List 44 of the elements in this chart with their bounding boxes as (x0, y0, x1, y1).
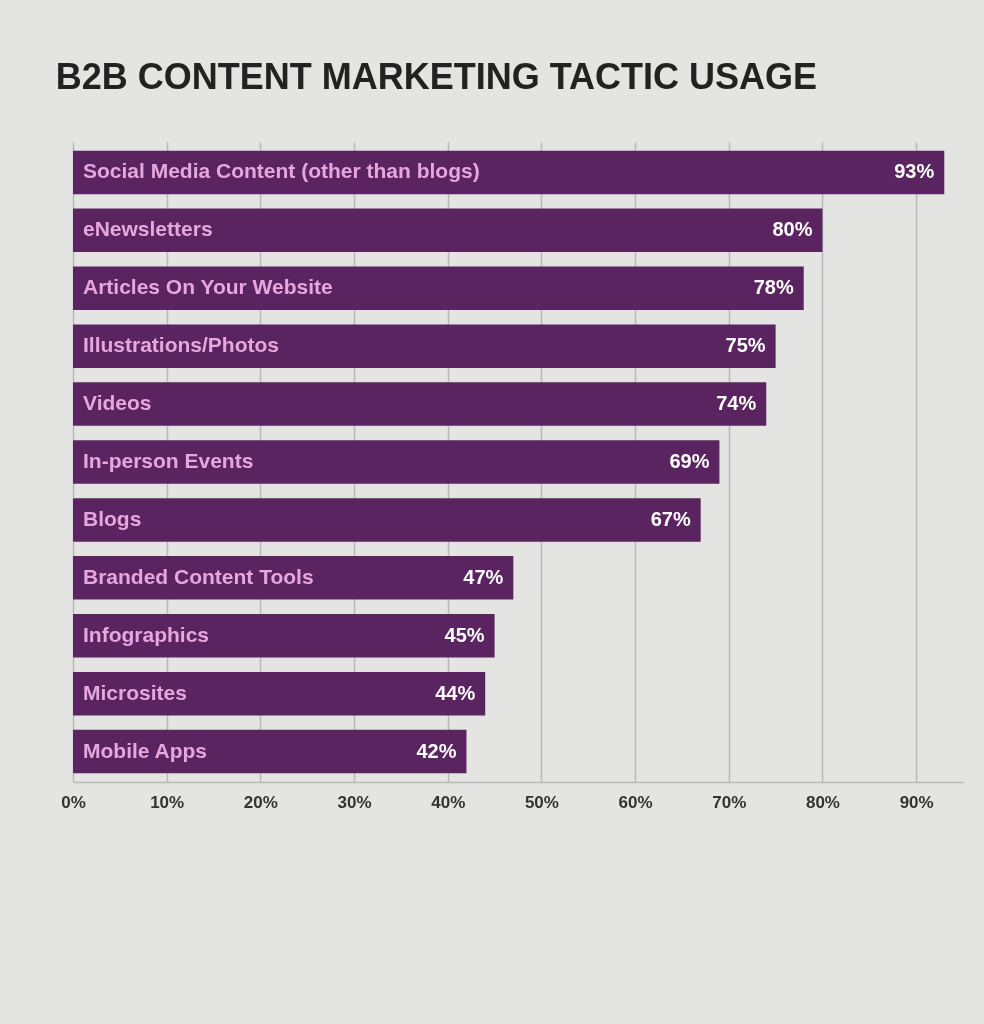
x-tick-label: 40% (431, 792, 466, 812)
data-label: 75% (725, 334, 766, 357)
data-label: 93% (894, 160, 935, 183)
x-tick-label: 80% (805, 792, 840, 812)
x-tick-label: 70% (712, 792, 747, 812)
data-label: 78% (753, 276, 794, 299)
bar (73, 556, 514, 600)
y-tick-label: Videos (83, 391, 152, 415)
y-tick-label: In-person Events (83, 449, 254, 472)
y-tick-label: Branded Content Tools (83, 564, 314, 588)
data-label: 74% (716, 392, 757, 415)
bar (73, 266, 804, 310)
data-label: 42% (416, 739, 457, 762)
data-label: 69% (669, 450, 710, 472)
x-tick-label: 50% (524, 792, 559, 812)
y-tick-label: eNewsletters (83, 217, 213, 241)
y-tick-label: Illustrations/Photos (83, 333, 280, 357)
x-tick-label: 10% (150, 792, 185, 812)
bar (73, 729, 467, 774)
bar (73, 324, 776, 368)
data-label: 47% (463, 565, 504, 588)
bar (73, 498, 701, 542)
bar (73, 671, 486, 716)
x-tick-label: 20% (243, 792, 278, 812)
x-tick-label: 60% (618, 792, 653, 812)
y-tick-label: Social Media Content (other than blogs) (83, 159, 480, 183)
x-tick-label: 30% (337, 792, 372, 812)
data-label: 67% (650, 507, 691, 530)
bar (73, 208, 823, 253)
y-tick-label: Microsites (83, 680, 187, 704)
data-label: 44% (435, 681, 476, 704)
y-tick-label: Infographics (83, 622, 210, 646)
bar (73, 614, 495, 658)
y-tick-label: Mobile Apps (83, 738, 208, 762)
bar (73, 382, 767, 426)
data-label: 45% (444, 623, 485, 646)
bar (73, 150, 945, 195)
y-tick-label: Blogs (83, 506, 142, 530)
chart-title: B2B CONTENT MARKETING TACTIC USAGE (55, 56, 818, 97)
x-tick-label: 90% (899, 792, 934, 812)
bar (73, 440, 720, 484)
x-tick-label: 0% (61, 792, 86, 812)
data-label: 80% (772, 218, 813, 241)
y-tick-label: Articles On Your Website (83, 275, 333, 299)
